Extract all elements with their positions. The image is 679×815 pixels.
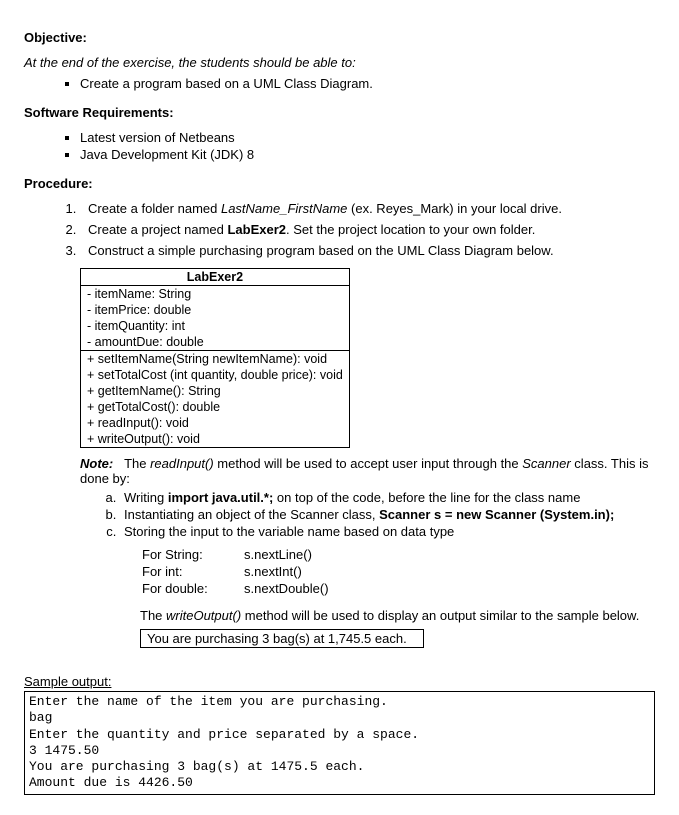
text: Writing (124, 490, 168, 505)
uml-class-name: LabExer2 (81, 269, 350, 286)
objective-list: Create a program based on a UML Class Di… (24, 76, 655, 91)
text: Construct a simple purchasing program ba… (88, 243, 554, 258)
list-item: Java Development Kit (JDK) 8 (80, 147, 655, 162)
table-row: For int: s.nextInt() (142, 564, 329, 579)
output-sample-box: You are purchasing 3 bag(s) at 1,745.5 e… (140, 629, 424, 648)
objective-intro: At the end of the exercise, the students… (24, 55, 655, 70)
sample-output-box: Enter the name of the item you are purch… (24, 691, 655, 795)
sublist-item: Writing import java.util.*; on top of th… (120, 490, 655, 505)
sublist-item: Storing the input to the variable name b… (120, 524, 655, 539)
text: Create a project named (88, 222, 227, 237)
software-list: Latest version of Netbeans Java Developm… (24, 130, 655, 162)
uml-method: + getItemName(): String (81, 383, 350, 399)
method-name: writeOutput() (166, 608, 241, 623)
method-call: s.nextLine() (244, 547, 329, 562)
text: Instantiating an object of the Scanner c… (124, 507, 379, 522)
text: Storing the input to the variable name b… (124, 524, 454, 539)
list-item: Latest version of Netbeans (80, 130, 655, 145)
type-method-table: For String: s.nextLine() For int: s.next… (140, 545, 331, 598)
note-block: Note: The readInput() method will be use… (80, 456, 655, 648)
text: The (140, 608, 166, 623)
uml-method: + readInput(): void (81, 415, 350, 431)
procedure-step-3: Construct a simple purchasing program ba… (80, 243, 655, 258)
method-name: readInput() (150, 456, 214, 471)
text: The (124, 456, 150, 471)
folder-name: LastName_FirstName (221, 201, 347, 216)
procedure-heading: Procedure: (24, 176, 655, 191)
project-name: LabExer2 (227, 222, 286, 237)
text: on top of the code, before the line for … (273, 490, 580, 505)
code-snippet: import java.util.*; (168, 490, 273, 505)
uml-method: + setTotalCost (int quantity, double pri… (81, 367, 350, 383)
uml-attribute: - amountDue: double (81, 334, 350, 351)
type-label: For int: (142, 564, 242, 579)
uml-method: + writeOutput(): void (81, 431, 350, 448)
sample-output-heading: Sample output: (24, 674, 655, 689)
objective-heading: Objective: (24, 30, 655, 45)
procedure-step-1: Create a folder named LastName_FirstName… (80, 201, 655, 216)
uml-attribute: - itemPrice: double (81, 302, 350, 318)
text: method will be used to display an output… (241, 608, 639, 623)
table-row: For String: s.nextLine() (142, 547, 329, 562)
uml-attribute: - itemQuantity: int (81, 318, 350, 334)
text: . Set the project location to your own f… (286, 222, 535, 237)
method-call: s.nextInt() (244, 564, 329, 579)
software-heading: Software Requirements: (24, 105, 655, 120)
uml-method: + setItemName(String newItemName): void (81, 351, 350, 368)
write-output-note: The writeOutput() method will be used to… (140, 608, 655, 623)
text: Create a folder named (88, 201, 221, 216)
list-item: Create a program based on a UML Class Di… (80, 76, 655, 91)
type-label: For double: (142, 581, 242, 596)
sublist-item: Instantiating an object of the Scanner c… (120, 507, 655, 522)
procedure-list: Create a folder named LastName_FirstName… (24, 201, 655, 258)
uml-method: + getTotalCost(): double (81, 399, 350, 415)
table-row: For double: s.nextDouble() (142, 581, 329, 596)
uml-attribute: - itemName: String (81, 286, 350, 303)
method-call: s.nextDouble() (244, 581, 329, 596)
type-label: For String: (142, 547, 242, 562)
class-name: Scanner (522, 456, 570, 471)
uml-class-diagram: LabExer2 - itemName: String - itemPrice:… (80, 268, 350, 448)
note-sublist: Writing import java.util.*; on top of th… (80, 490, 655, 539)
note-label: Note: (80, 456, 113, 471)
procedure-step-2: Create a project named LabExer2. Set the… (80, 222, 655, 237)
code-snippet: Scanner s = new Scanner (System.in); (379, 507, 614, 522)
text: method will be used to accept user input… (214, 456, 523, 471)
text: (ex. Reyes_Mark) in your local drive. (347, 201, 562, 216)
